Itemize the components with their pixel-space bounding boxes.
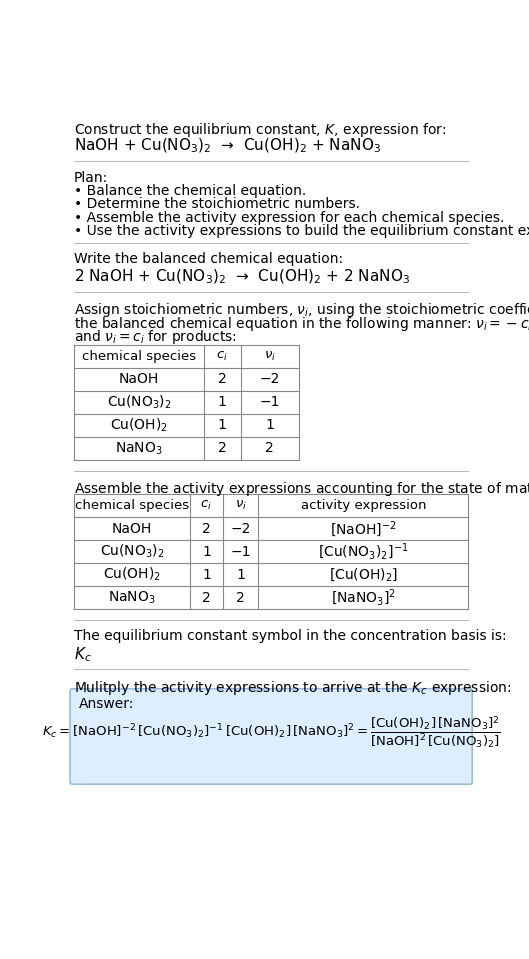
Text: −1: −1 bbox=[259, 395, 280, 409]
Text: −2: −2 bbox=[259, 372, 280, 386]
Text: Assign stoichiometric numbers, $\nu_i$, using the stoichiometric coefficients, $: Assign stoichiometric numbers, $\nu_i$, … bbox=[74, 301, 529, 319]
Text: • Use the activity expressions to build the equilibrium constant expression.: • Use the activity expressions to build … bbox=[74, 223, 529, 238]
Text: and $\nu_i = c_i$ for products:: and $\nu_i = c_i$ for products: bbox=[74, 328, 237, 345]
Text: $K_c$: $K_c$ bbox=[74, 644, 92, 664]
Text: [Cu(NO$_3$)$_2$]$^{-1}$: [Cu(NO$_3$)$_2$]$^{-1}$ bbox=[318, 542, 408, 562]
Text: 2: 2 bbox=[202, 522, 211, 535]
Text: Answer:: Answer: bbox=[78, 697, 134, 712]
Text: chemical species: chemical species bbox=[82, 350, 196, 363]
Text: [NaOH]$^{-2}$: [NaOH]$^{-2}$ bbox=[330, 519, 397, 539]
Text: −2: −2 bbox=[230, 522, 251, 535]
Text: Cu(OH)$_2$: Cu(OH)$_2$ bbox=[103, 566, 161, 583]
Text: NaOH + Cu(NO$_3$)$_2$  →  Cu(OH)$_2$ + NaNO$_3$: NaOH + Cu(NO$_3$)$_2$ → Cu(OH)$_2$ + NaN… bbox=[74, 136, 381, 155]
Text: Cu(NO$_3$)$_2$: Cu(NO$_3$)$_2$ bbox=[99, 543, 165, 560]
Text: Construct the equilibrium constant, $K$, expression for:: Construct the equilibrium constant, $K$,… bbox=[74, 121, 446, 139]
Text: chemical species: chemical species bbox=[75, 499, 189, 512]
Text: 1: 1 bbox=[218, 418, 227, 433]
Text: 1: 1 bbox=[218, 395, 227, 409]
Text: 2 NaOH + Cu(NO$_3$)$_2$  →  Cu(OH)$_2$ + 2 NaNO$_3$: 2 NaOH + Cu(NO$_3$)$_2$ → Cu(OH)$_2$ + 2… bbox=[74, 268, 410, 286]
Text: $\nu_i$: $\nu_i$ bbox=[234, 499, 247, 512]
Text: 2: 2 bbox=[236, 591, 245, 605]
Text: Plan:: Plan: bbox=[74, 171, 108, 184]
Text: 2: 2 bbox=[218, 372, 226, 386]
Text: [NaNO$_3$]$^2$: [NaNO$_3$]$^2$ bbox=[331, 588, 396, 608]
Text: $c_i$: $c_i$ bbox=[200, 499, 212, 512]
Text: • Balance the chemical equation.: • Balance the chemical equation. bbox=[74, 184, 306, 199]
Text: 1: 1 bbox=[265, 418, 274, 433]
Text: Cu(NO$_3$)$_2$: Cu(NO$_3$)$_2$ bbox=[107, 393, 171, 411]
Text: NaNO$_3$: NaNO$_3$ bbox=[108, 590, 156, 606]
Text: 1: 1 bbox=[236, 568, 245, 582]
Text: $K_c = [\mathrm{NaOH}]^{-2}\,[\mathrm{Cu(NO_3)_2}]^{-1}\,[\mathrm{Cu(OH)_2}]\,[\: $K_c = [\mathrm{NaOH}]^{-2}\,[\mathrm{Cu… bbox=[42, 715, 500, 752]
Text: 2: 2 bbox=[202, 591, 211, 605]
Text: The equilibrium constant symbol in the concentration basis is:: The equilibrium constant symbol in the c… bbox=[74, 629, 506, 643]
Text: 2: 2 bbox=[265, 441, 274, 456]
Text: NaOH: NaOH bbox=[112, 522, 152, 535]
Text: $c_i$: $c_i$ bbox=[216, 349, 228, 363]
Text: Write the balanced chemical equation:: Write the balanced chemical equation: bbox=[74, 252, 343, 267]
Text: −1: −1 bbox=[230, 545, 251, 559]
Text: 1: 1 bbox=[202, 545, 211, 559]
Text: the balanced chemical equation in the following manner: $\nu_i = -c_i$ for react: the balanced chemical equation in the fo… bbox=[74, 315, 529, 333]
Text: $\nu_i$: $\nu_i$ bbox=[263, 349, 276, 363]
Text: activity expression: activity expression bbox=[300, 499, 426, 512]
Text: NaOH: NaOH bbox=[119, 372, 159, 386]
Text: 2: 2 bbox=[218, 441, 226, 456]
Text: • Assemble the activity expression for each chemical species.: • Assemble the activity expression for e… bbox=[74, 211, 504, 224]
FancyBboxPatch shape bbox=[70, 689, 472, 784]
Text: Cu(OH)$_2$: Cu(OH)$_2$ bbox=[110, 417, 168, 434]
Text: 1: 1 bbox=[202, 568, 211, 582]
Text: • Determine the stoichiometric numbers.: • Determine the stoichiometric numbers. bbox=[74, 198, 360, 212]
Text: [Cu(OH)$_2$]: [Cu(OH)$_2$] bbox=[329, 567, 398, 583]
Text: NaNO$_3$: NaNO$_3$ bbox=[115, 440, 163, 456]
Text: Assemble the activity expressions accounting for the state of matter and $\nu_i$: Assemble the activity expressions accoun… bbox=[74, 480, 529, 498]
Text: Mulitply the activity expressions to arrive at the $K_c$ expression:: Mulitply the activity expressions to arr… bbox=[74, 679, 511, 697]
